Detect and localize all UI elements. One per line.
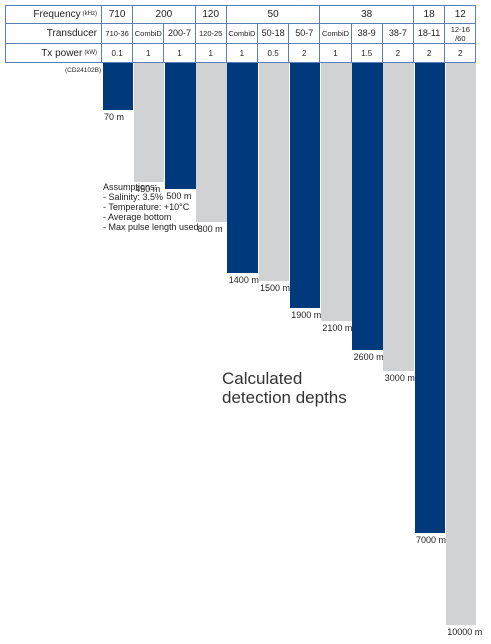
tx-power: 0.1 [102, 44, 134, 63]
frequency: 50 [226, 5, 321, 24]
value-label: 2600 m [353, 351, 384, 362]
frequency: 12 [445, 5, 477, 24]
frequency: 200 [133, 5, 196, 24]
unit: (kHz) [82, 11, 97, 17]
bar [133, 63, 165, 183]
tx-power: 1 [226, 44, 258, 63]
transducer: CombiD [226, 24, 258, 44]
value-label: 1900 m [291, 309, 322, 320]
value-label: 1500 m [260, 282, 291, 293]
transducer: 50-7 [289, 24, 321, 44]
assumptions: Assumptions: - Salinity: 3.5% - Temperatur… [103, 182, 199, 232]
bar [102, 63, 134, 111]
tx-power: 2 [414, 44, 446, 63]
tx-power: 1.5 [351, 44, 383, 63]
annotation: Calculated detection depths [222, 369, 347, 407]
tx-power: 1 [133, 44, 165, 63]
row-label: Frequency [33, 9, 81, 20]
frequency: 18 [414, 5, 446, 24]
value-label: 10000 m [447, 627, 483, 637]
bar [289, 63, 321, 308]
tx-power: 2 [289, 44, 321, 63]
transducer: 38-7 [382, 24, 414, 44]
assumption-line: Assumptions: [103, 182, 158, 192]
transducer: 200-7 [164, 24, 196, 44]
transducer: 18-11 [414, 24, 446, 44]
tx-power: 0.5 [258, 44, 290, 63]
value-label: 1400 m [228, 275, 259, 286]
bar [383, 63, 414, 371]
value-label: 7000 m [416, 535, 447, 546]
tx-power: 1 [164, 44, 196, 63]
figure-code: (CD24102B) [65, 67, 102, 74]
transducer: 120-25 [195, 24, 227, 44]
bar [164, 63, 196, 189]
assumption-line: - Temperature: +10°C [103, 202, 190, 212]
value-label: 70 m [104, 112, 125, 123]
frequency: 710 [102, 5, 134, 24]
tx-power: 2 [382, 44, 414, 63]
row-label: Transducer [46, 28, 97, 39]
transducer: 12-16 /60 [445, 24, 477, 44]
transducer: 50-18 [258, 24, 290, 44]
value-label: 2100 m [322, 322, 353, 333]
transducer: 38-9 [351, 24, 383, 44]
frequency: 38 [320, 5, 414, 24]
row-header: Tx power (kW) [5, 44, 102, 63]
tx-power: 1 [320, 44, 352, 63]
unit: (kW) [84, 49, 97, 56]
assumption-line: - Average bottom [103, 212, 172, 222]
value-label: 800 m [197, 223, 223, 234]
bar [196, 63, 227, 222]
transducer: CombiD [320, 24, 352, 44]
bar [414, 63, 446, 534]
row-header: Transducer [5, 24, 102, 44]
row-header: Frequency (kHz) [5, 5, 102, 24]
assumption-line: - Max pulse length used [103, 222, 199, 232]
value-label: 3000 m [384, 372, 415, 383]
bar [227, 63, 258, 274]
transducer: 710-36 [102, 24, 134, 44]
value-label: 450 m [135, 184, 161, 195]
tx-power: 2 [445, 44, 477, 63]
frequency: 120 [195, 5, 227, 24]
assumption-line: - Salinity: 3.5% [103, 192, 164, 202]
row-label: Tx power [41, 47, 83, 59]
transducer: CombiD [133, 24, 165, 44]
tx-power: 1 [195, 44, 227, 63]
bar [320, 63, 352, 321]
bar [352, 63, 383, 350]
value-label: 500 m [166, 190, 192, 201]
bar [445, 63, 477, 625]
bar [258, 63, 290, 281]
